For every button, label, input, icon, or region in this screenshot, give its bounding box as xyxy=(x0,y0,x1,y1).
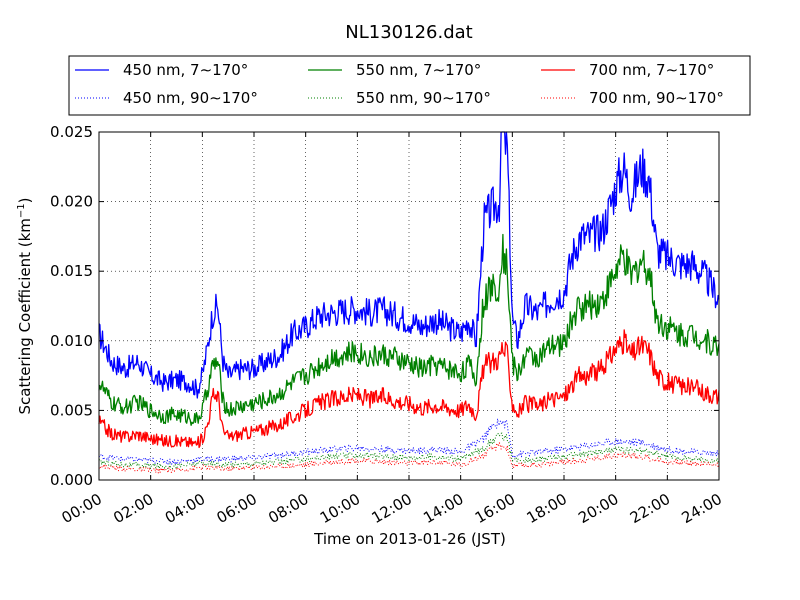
legend-label: 550 nm, 90∼170° xyxy=(356,89,491,107)
series-line-550-nm-90-170 xyxy=(98,432,719,470)
x-tick-label: 20:00 xyxy=(575,490,621,527)
legend-label: 700 nm, 7∼170° xyxy=(589,61,714,79)
x-tick-label: 04:00 xyxy=(162,490,208,527)
x-tick-label: 08:00 xyxy=(265,490,311,527)
x-tick-label: 16:00 xyxy=(472,490,518,527)
series-line-550-nm-7-170 xyxy=(98,233,720,426)
legend-entry-550-nm-7-170: 550 nm, 7∼170° xyxy=(308,61,481,79)
legend-label: 700 nm, 90∼170° xyxy=(589,89,724,107)
legend-label: 450 nm, 90∼170° xyxy=(123,89,258,107)
legend: 450 nm, 7∼170° 550 nm, 7∼170° 700 nm, 7∼17… xyxy=(68,55,751,116)
y-axis-label: Scattering Coefficient (km−1) xyxy=(16,197,34,414)
legend-entry-700-nm-90-170: 700 nm, 90∼170° xyxy=(541,89,724,107)
y-axis-label-end: ) xyxy=(16,197,34,203)
legend-entry-450-nm-90-170: 450 nm, 90∼170° xyxy=(75,89,258,107)
y-tick-label: 0.020 xyxy=(50,193,93,211)
y-tick-label: 0.000 xyxy=(50,471,93,489)
x-tick-labels: 00:00 02:00 04:00 06:00 08:00 10:00 12:00 14:00… xyxy=(59,490,725,527)
chart-title: NL130126.dat xyxy=(345,22,472,43)
y-axis-label-sup: −1 xyxy=(16,203,27,218)
y-tick-label: 0.005 xyxy=(50,401,93,419)
legend-label: 550 nm, 7∼170° xyxy=(356,61,481,79)
legend-box xyxy=(68,55,751,116)
y-axis-label-main: Scattering Coefficient (km xyxy=(16,218,34,414)
y-tick-label: 0.025 xyxy=(50,123,93,141)
legend-label: 450 nm, 7∼170° xyxy=(123,61,248,79)
x-tick-label: 24:00 xyxy=(679,490,725,527)
series-line-450-nm-90-170 xyxy=(98,418,720,465)
x-tick-label: 12:00 xyxy=(369,490,415,527)
x-tick-label: 22:00 xyxy=(627,490,673,527)
series-line-700-nm-7-170 xyxy=(98,329,720,449)
x-tick-label: 14:00 xyxy=(420,490,466,527)
x-tick-label: 10:00 xyxy=(317,490,363,527)
x-tick-label: 18:00 xyxy=(524,490,570,527)
ticks xyxy=(98,131,720,481)
series-line-700-nm-90-170 xyxy=(98,442,720,474)
y-tick-label: 0.010 xyxy=(50,332,93,350)
legend-entry-550-nm-90-170: 550 nm, 90∼170° xyxy=(308,89,491,107)
legend-entry-450-nm-7-170: 450 nm, 7∼170° xyxy=(75,61,248,79)
y-tick-label: 0.015 xyxy=(50,262,93,280)
x-tick-label: 00:00 xyxy=(59,490,105,527)
x-axis-label: Time on 2013-01-26 (JST) xyxy=(313,530,506,548)
grid xyxy=(99,132,719,480)
series-line-450-nm-7-170 xyxy=(98,131,720,399)
x-tick-label: 06:00 xyxy=(214,490,260,527)
legend-entry-700-nm-7-170: 700 nm, 7∼170° xyxy=(541,61,714,79)
y-tick-labels: 0.000 0.005 0.010 0.015 0.020 0.025 xyxy=(50,123,93,489)
series-group xyxy=(98,131,720,474)
x-tick-label: 02:00 xyxy=(110,490,156,527)
